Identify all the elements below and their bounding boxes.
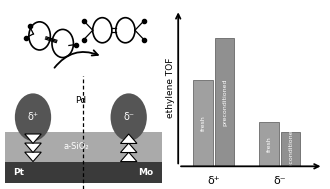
- Polygon shape: [25, 143, 41, 153]
- Text: Mo: Mo: [139, 168, 154, 177]
- Polygon shape: [25, 134, 41, 143]
- Ellipse shape: [15, 93, 51, 141]
- Text: Pd: Pd: [75, 96, 86, 105]
- Text: fresh: fresh: [266, 136, 272, 152]
- Bar: [280, 132, 300, 166]
- Bar: [5, 132, 162, 162]
- Bar: [193, 81, 213, 166]
- Text: δ⁻: δ⁻: [123, 112, 134, 122]
- Bar: [5, 162, 162, 183]
- Polygon shape: [120, 143, 137, 153]
- Text: preconditioned: preconditioned: [222, 78, 227, 126]
- Y-axis label: ethylene TOF: ethylene TOF: [166, 58, 176, 118]
- Bar: [214, 38, 234, 166]
- Text: Pt: Pt: [13, 168, 24, 177]
- Polygon shape: [120, 134, 137, 143]
- Text: δ⁺: δ⁺: [27, 112, 39, 122]
- Bar: [259, 122, 279, 166]
- Text: a-SiO₂: a-SiO₂: [63, 142, 89, 151]
- Polygon shape: [25, 152, 41, 162]
- Polygon shape: [120, 152, 137, 162]
- Text: fresh: fresh: [200, 115, 206, 131]
- Ellipse shape: [111, 93, 147, 141]
- Text: preconditioned: preconditioned: [288, 125, 293, 173]
